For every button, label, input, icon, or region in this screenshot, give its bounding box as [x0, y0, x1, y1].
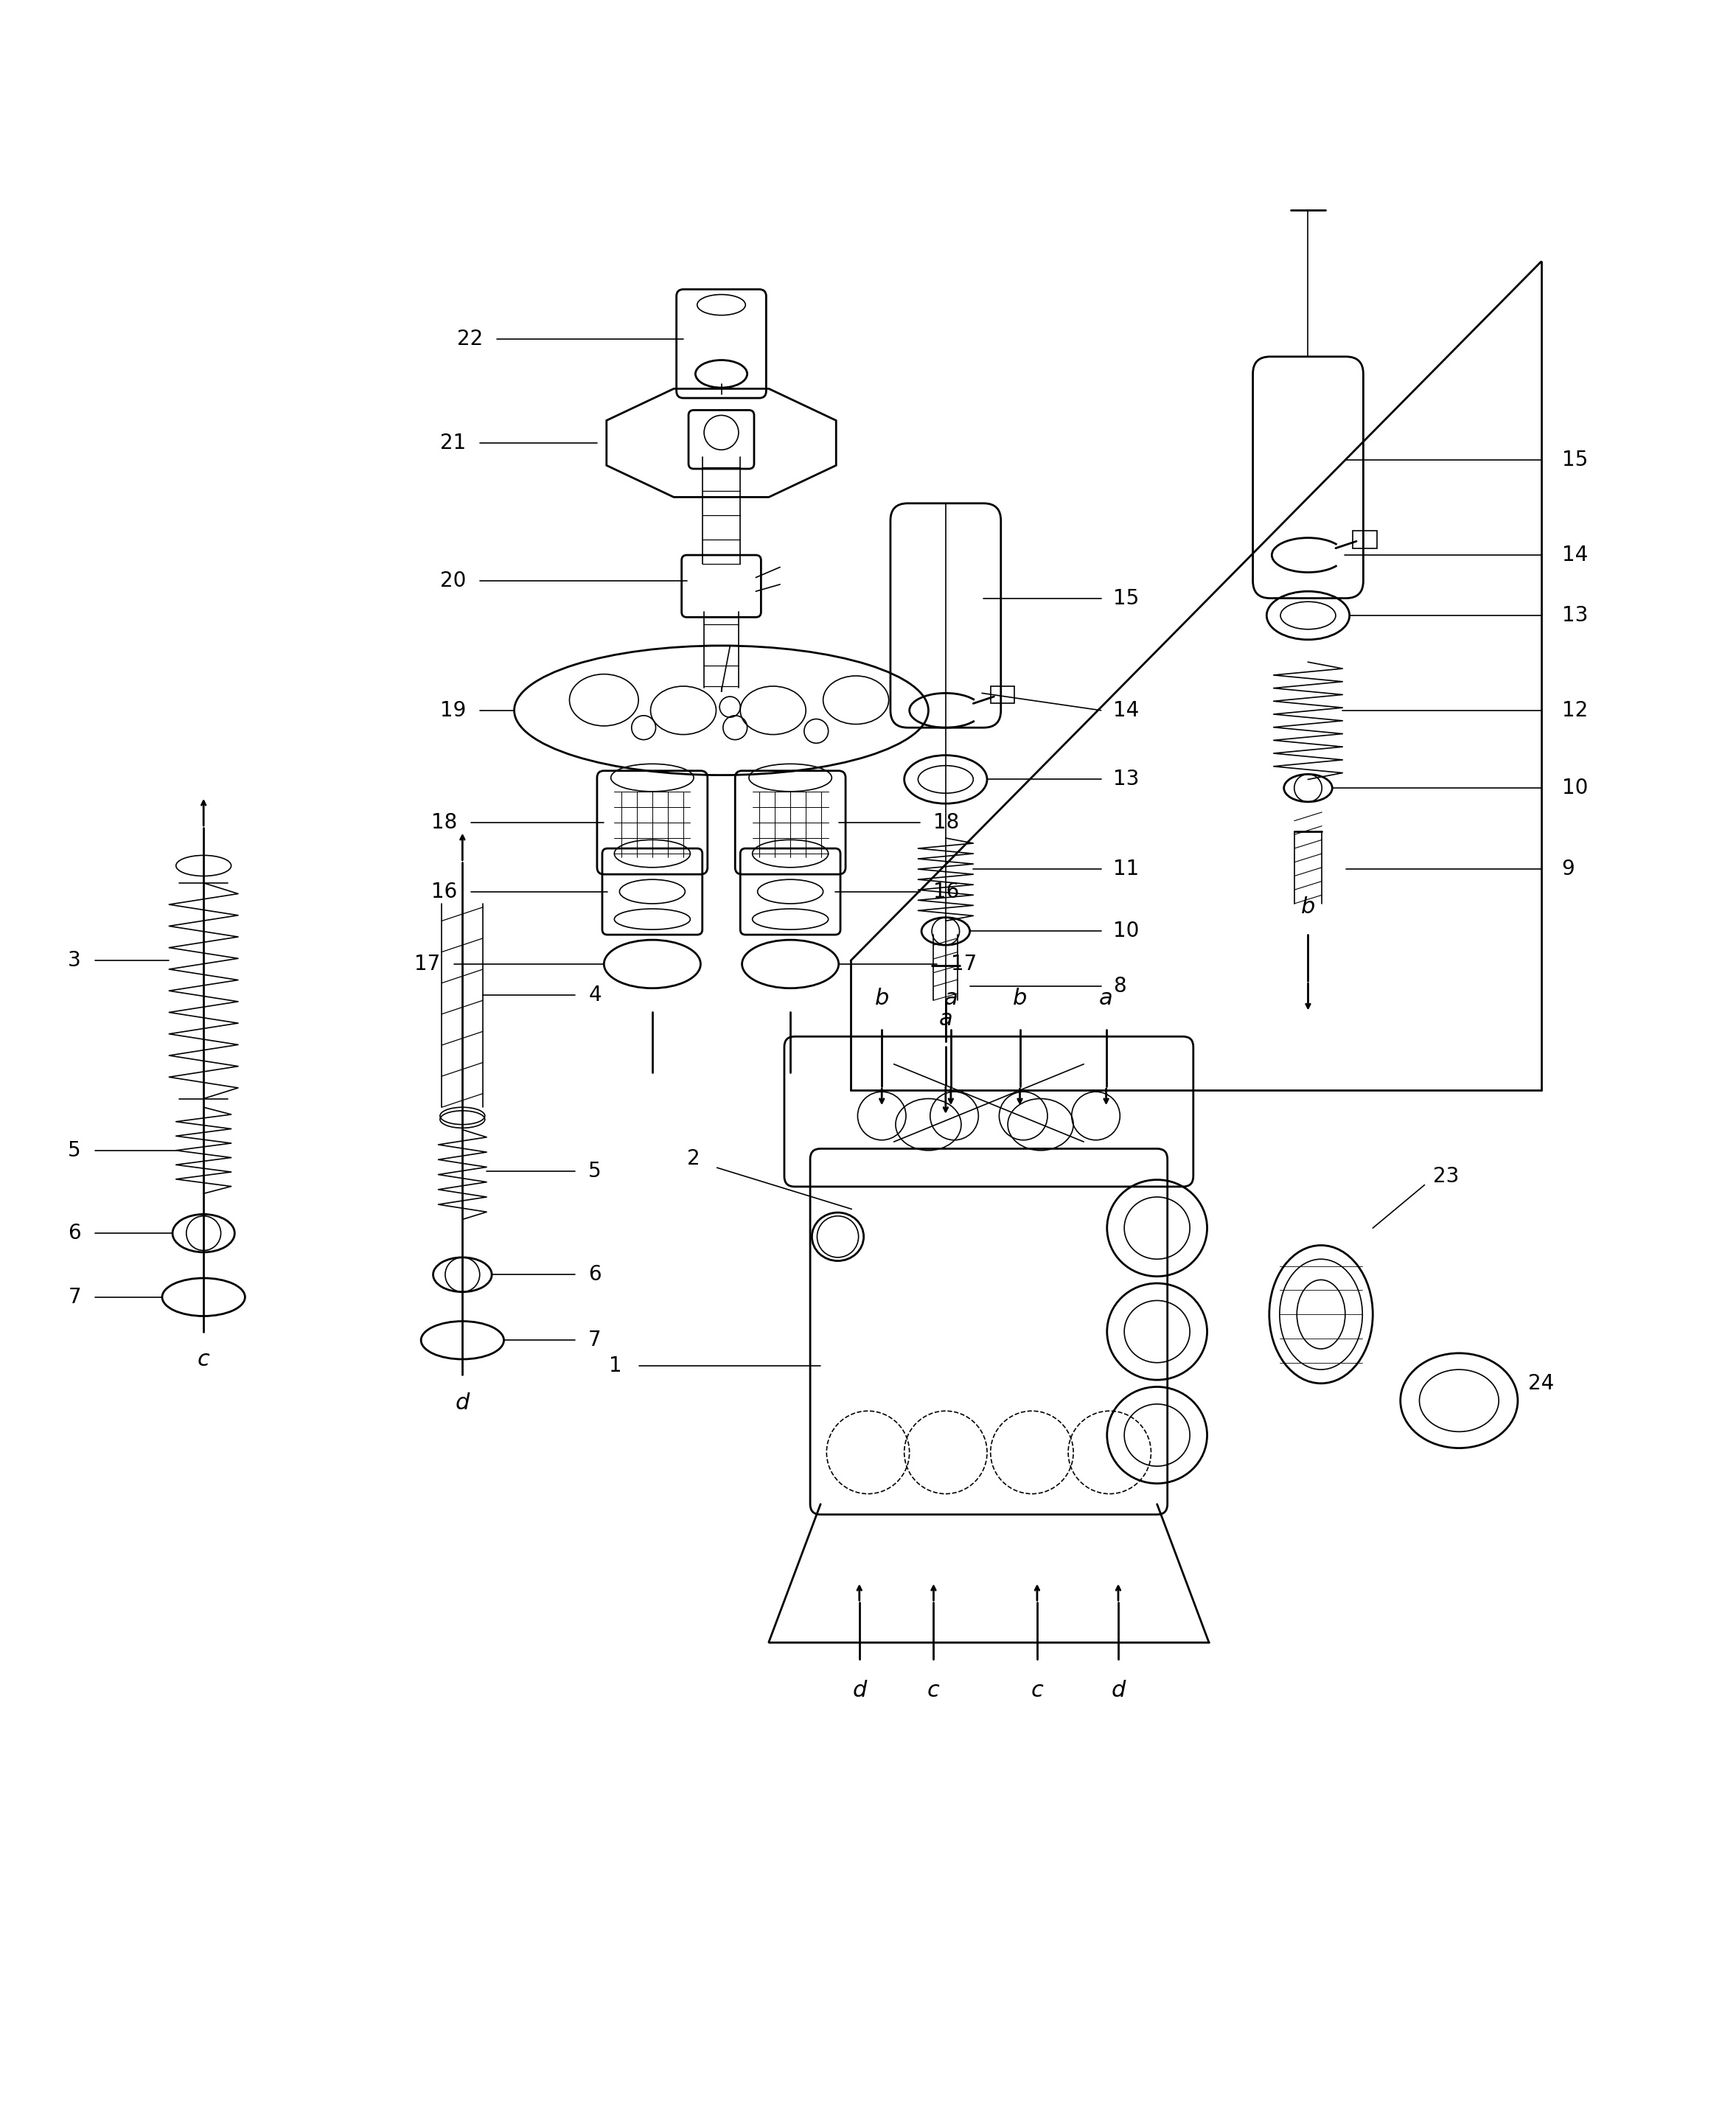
Text: b: b	[875, 988, 889, 1009]
Text: 13: 13	[1113, 768, 1139, 790]
Text: 18: 18	[934, 813, 960, 834]
Text: 8: 8	[1113, 975, 1127, 996]
Text: 6: 6	[68, 1222, 82, 1243]
Text: 3: 3	[68, 950, 82, 971]
Text: 23: 23	[1434, 1165, 1460, 1186]
Text: 16: 16	[934, 880, 960, 901]
Text: 10: 10	[1113, 920, 1139, 942]
Text: 6: 6	[589, 1264, 601, 1286]
Text: a: a	[944, 988, 958, 1009]
Text: 22: 22	[457, 329, 483, 350]
Text: 21: 21	[439, 433, 465, 454]
Text: 14: 14	[1113, 701, 1139, 720]
Text: 24: 24	[1528, 1372, 1554, 1393]
Text: c: c	[927, 1680, 939, 1701]
Text: 2: 2	[687, 1148, 700, 1169]
Text: a: a	[1099, 988, 1113, 1009]
Text: b: b	[1300, 895, 1316, 918]
Text: 20: 20	[439, 570, 465, 591]
Text: 19: 19	[439, 701, 465, 720]
Text: 5: 5	[589, 1161, 601, 1182]
Text: 15: 15	[1113, 587, 1139, 608]
Text: d: d	[852, 1680, 866, 1701]
Text: a: a	[939, 1009, 953, 1030]
Text: b: b	[1012, 988, 1028, 1009]
Text: d: d	[455, 1391, 469, 1414]
Text: 16: 16	[431, 880, 457, 901]
Text: 4: 4	[589, 986, 601, 1005]
Text: 17: 17	[951, 954, 977, 975]
Text: 5: 5	[68, 1140, 82, 1161]
Text: c: c	[1031, 1680, 1043, 1701]
Text: 1: 1	[609, 1355, 621, 1376]
Text: 7: 7	[589, 1330, 601, 1351]
Text: 12: 12	[1562, 701, 1588, 720]
Text: 18: 18	[431, 813, 457, 834]
Text: 7: 7	[68, 1288, 82, 1307]
Text: 11: 11	[1113, 859, 1139, 880]
Text: 13: 13	[1562, 606, 1588, 625]
Text: 10: 10	[1562, 777, 1588, 798]
Text: 14: 14	[1562, 545, 1588, 566]
Text: c: c	[198, 1349, 210, 1370]
Text: 17: 17	[413, 954, 439, 975]
Text: 9: 9	[1562, 859, 1575, 880]
Text: 15: 15	[1562, 450, 1588, 471]
Text: d: d	[1111, 1680, 1125, 1701]
